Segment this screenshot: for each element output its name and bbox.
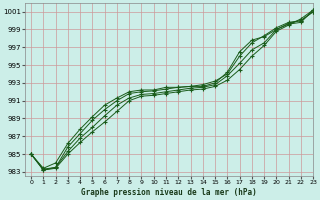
X-axis label: Graphe pression niveau de la mer (hPa): Graphe pression niveau de la mer (hPa) <box>81 188 257 197</box>
